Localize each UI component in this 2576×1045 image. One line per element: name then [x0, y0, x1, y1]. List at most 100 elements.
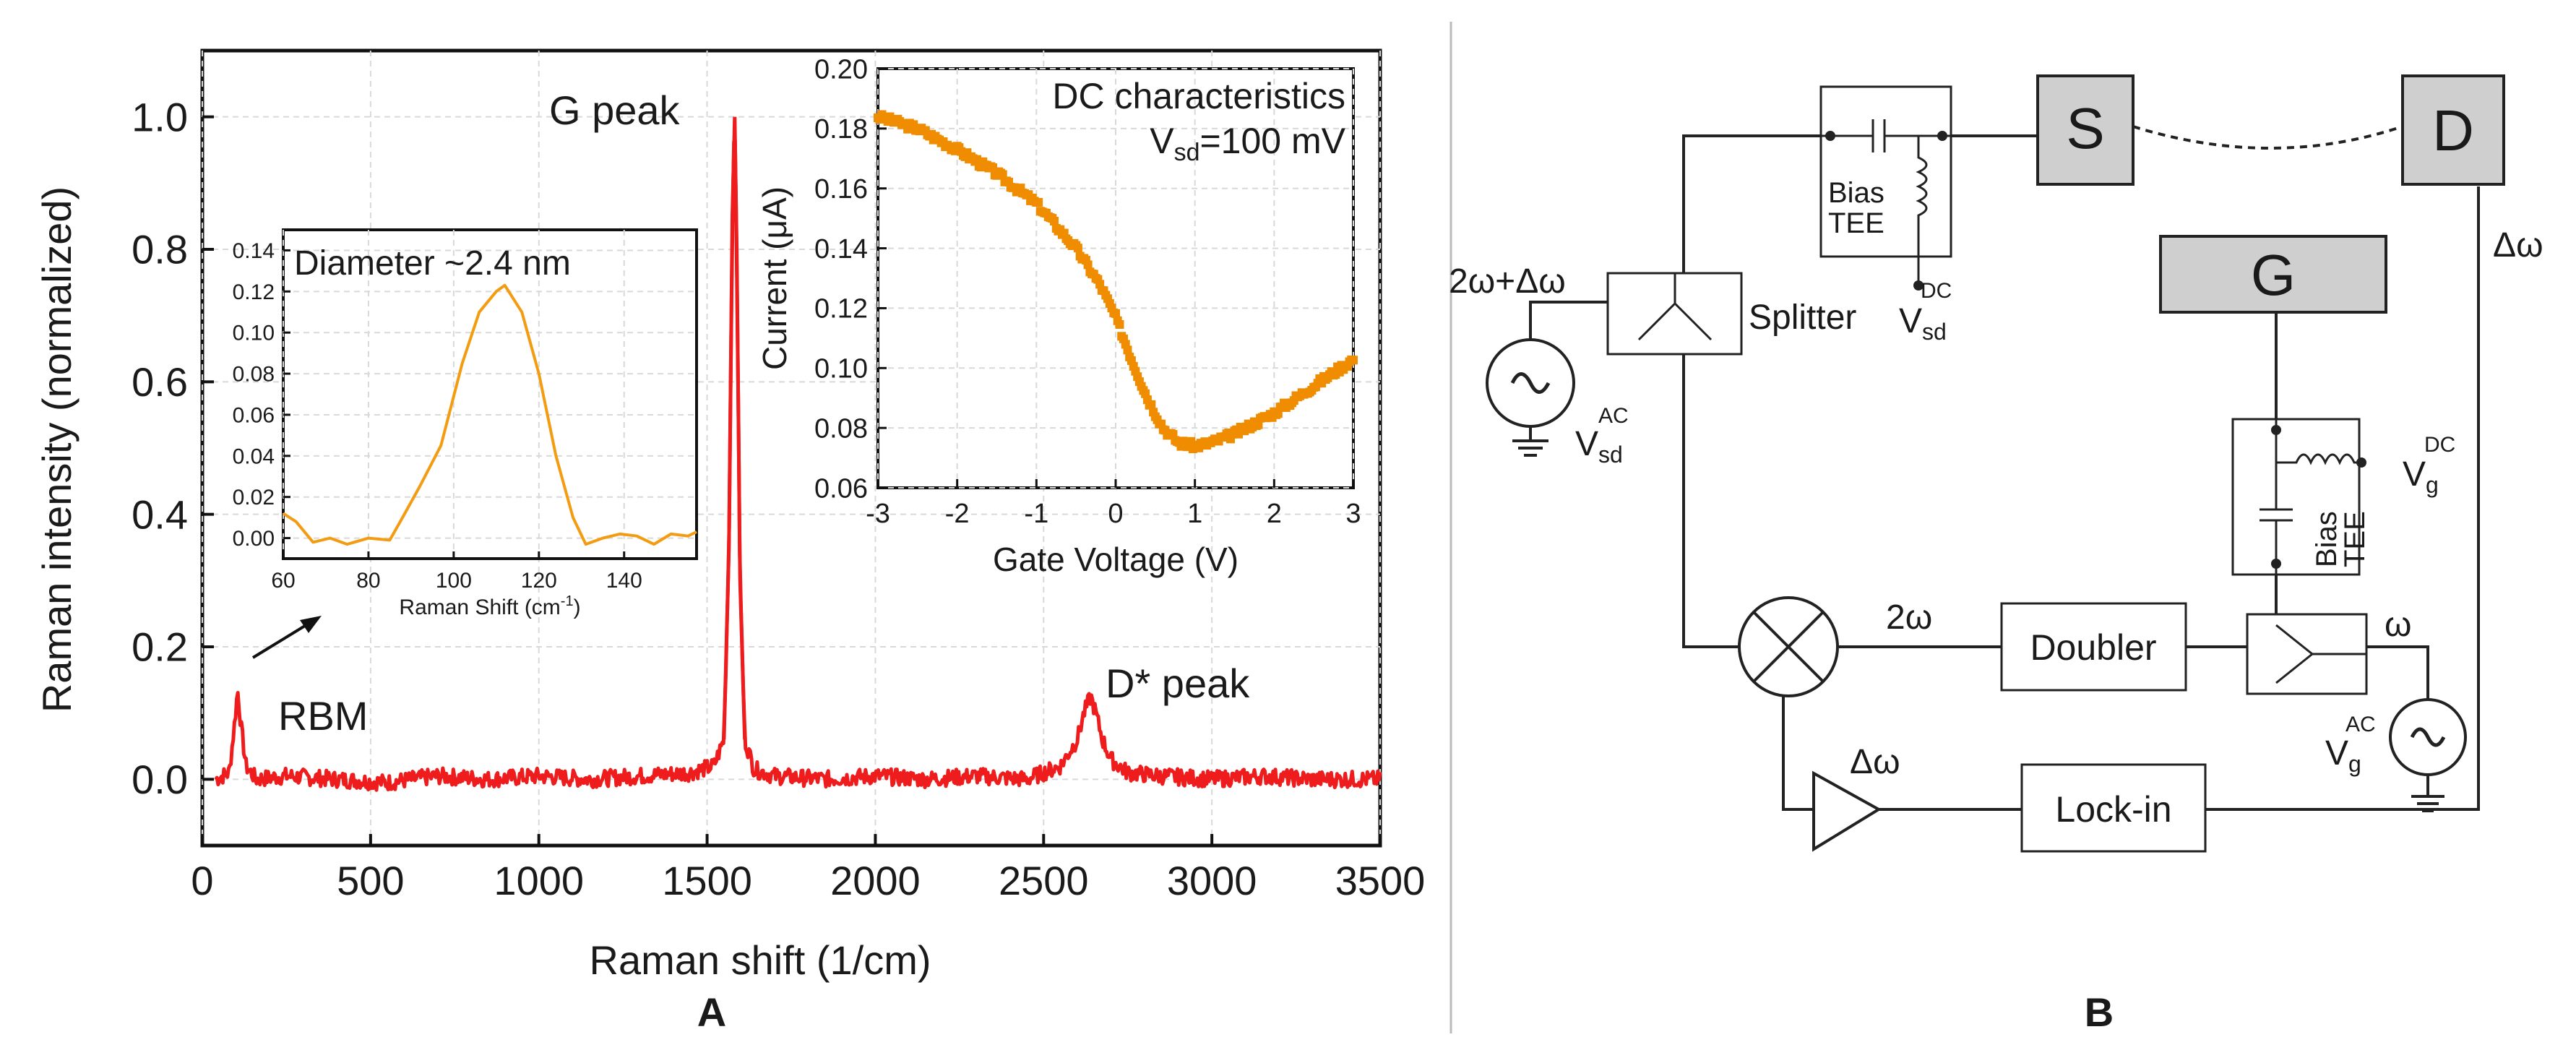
g-peak-line: [722, 116, 747, 740]
bias-tee-sd-inductor: [1916, 136, 1928, 285]
dc-data-point: [1123, 345, 1132, 355]
rbm-x-tick-labels: 60 80 100 120 140: [271, 569, 642, 593]
d-star-peak-annotation: D* peak: [1106, 661, 1250, 706]
dc-y-tick-label: 0.12: [814, 294, 868, 324]
rbm-y-tick-label: 0.14: [233, 239, 275, 263]
rbm-inset-x-label: Raman Shift (cm-1): [399, 593, 580, 619]
dc-y-tick-label: 0.06: [814, 473, 868, 504]
doubler-box: [2000, 602, 2187, 692]
wire-splitter-to-mixer: [1682, 354, 1738, 648]
main-x-tick-label: 3000: [1167, 858, 1257, 903]
main-y-tick-label: 0.2: [132, 624, 188, 670]
main-ticks: [201, 115, 1382, 846]
dc-y-tick-label: 0.20: [814, 54, 868, 85]
main-y-tick-label: 0.0: [132, 757, 188, 802]
rbm-x-tick-label: 140: [606, 569, 642, 593]
bias-tee-sd-dc-node: [1913, 280, 1924, 291]
dc-y-tick-labels: 0.06 0.08 0.10 0.12 0.14 0.16 0.18 0.20: [814, 54, 868, 504]
freq-dw-amp-label: Δω: [1850, 743, 1900, 781]
v-sd-ac-label: Vsd: [1575, 425, 1623, 468]
v-g-ac-sup: AC: [2345, 713, 2376, 736]
drain-electrode: [2401, 74, 2505, 186]
source-label: S: [2066, 96, 2104, 160]
v-sd-dc-sup: DC: [1921, 279, 1952, 303]
bias-tee-sd-in-node: [1825, 131, 1835, 141]
rbm-ticks: [282, 249, 626, 559]
dc-x-tick-label: -1: [1024, 499, 1048, 529]
main-x-tick-label: 1000: [494, 858, 584, 903]
dc-data-point: [1343, 362, 1352, 371]
doubler-label: Doubler: [2030, 627, 2156, 668]
dc-x-tick-labels: -3 -2 -1 0 1 2 3: [866, 499, 1361, 529]
wire-mixer-to-amplifier: [1782, 690, 1814, 811]
rbm-y-tick-label: 0.00: [233, 527, 275, 551]
lockin-label: Lock-in: [2055, 789, 2171, 830]
rbm-grid: [283, 230, 697, 559]
main-x-tick-label: 2500: [999, 858, 1089, 903]
main-y-tick-label: 0.4: [132, 491, 188, 537]
freq-2w-label: 2ω: [1886, 598, 1932, 637]
raman-spectrum-line: [214, 138, 1382, 792]
dc-inset-subtitle: Vsd=100 mV: [1150, 121, 1345, 166]
dc-y-tick-label: 0.18: [814, 114, 868, 145]
wire-drain-to-lockin: [2205, 186, 2480, 811]
freq-2w-dw-label: 2ω+Δω: [1449, 262, 1566, 301]
rbm-inset-title: Diameter ~2.4 nm: [294, 244, 571, 283]
bias-tee-sd-label-1: Bias: [1828, 177, 1884, 209]
main-x-tick-label: 2000: [830, 858, 921, 903]
g-peak-annotation: G peak: [549, 87, 681, 133]
amplifier-symbol: [1812, 770, 1882, 852]
lockin-box: [2020, 763, 2207, 853]
dc-data-point: [1349, 356, 1358, 365]
main-x-tick-label: 3500: [1335, 858, 1426, 903]
v-sd-ac-sup: AC: [1598, 404, 1629, 428]
v-g-dc-label: Vg: [2403, 455, 2439, 498]
v-sd-dc-label: Vsd: [1899, 302, 1947, 345]
sd-splitter-symbol: [1637, 273, 1713, 341]
main-x-axis-label: Raman shift (1/cm): [590, 937, 931, 983]
dc-x-tick-label: 2: [1267, 499, 1282, 529]
main-y-tick-label: 1.0: [132, 94, 188, 139]
bias-tee-sd: [1819, 85, 1952, 258]
dc-y-tick-label: 0.10: [814, 354, 868, 384]
rbm-y-tick-label: 0.06: [233, 403, 275, 427]
freq-dw-drain-label: Δω: [2493, 226, 2543, 265]
rbm-line: [282, 283, 697, 546]
rbm-y-tick-labels: 0.00 0.02 0.04 0.06 0.08 0.10 0.12 0.14: [233, 239, 275, 551]
sd-ground-symbol: [1512, 426, 1548, 457]
diagram-labels: S D G Bias TEE Bias TEE Splitter Doubler…: [1449, 96, 2543, 830]
main-y-tick-label: 0.8: [132, 227, 188, 272]
measurement-circuit-diagram: [1486, 74, 2505, 853]
rbm-x-tick-label: 120: [521, 569, 557, 593]
bias-tee-gate-out-node: [2271, 559, 2281, 569]
dc-data-point: [1083, 260, 1093, 270]
main-x-tick-label: 500: [337, 858, 404, 903]
bias-tee-gate-inductor: [2276, 453, 2361, 465]
wire-splitter-to-bias-tee: [1682, 134, 1821, 273]
dc-x-tick-label: -2: [945, 499, 970, 529]
main-y-tick-label: 0.6: [132, 359, 188, 405]
rbm-inset-chart: 60 80 100 120 140 0.000.020.040.060.080.100.…: [233, 228, 698, 619]
dc-inset-x-label: Gate Voltage (V): [993, 541, 1239, 578]
dc-data-point: [1147, 400, 1156, 409]
panel-a-label: A: [697, 989, 726, 1035]
gate-label: G: [2251, 243, 2296, 307]
main-y-tick-labels: 0.0 0.2 0.4 0.6 0.8 1.0: [132, 94, 188, 802]
sd-ac-source-wave: [1510, 372, 1551, 394]
dc-x-tick-label: 1: [1187, 499, 1202, 529]
bias-tee-gate-in-node: [2271, 425, 2281, 435]
rbm-inset-frame: [282, 228, 698, 560]
dc-data-point: [1115, 320, 1124, 329]
rbm-y-tick-label: 0.10: [233, 322, 275, 345]
bias-tee-sd-out-node: [1937, 131, 1947, 141]
source-electrode: [2036, 74, 2135, 186]
main-x-tick-label: 1500: [662, 858, 752, 903]
v-g-ac-label: Vg: [2325, 734, 2361, 777]
bias-tee-gate-label-1: Bias: [2311, 511, 2343, 567]
dc-inset-y-label: Current (μA): [756, 186, 793, 370]
drain-label: D: [2432, 98, 2474, 163]
rbm-y-tick-label: 0.12: [233, 280, 275, 304]
dc-data-point: [1034, 197, 1043, 207]
bias-tee-gate: [2231, 418, 2361, 576]
rbm-x-tick-label: 80: [356, 569, 380, 593]
